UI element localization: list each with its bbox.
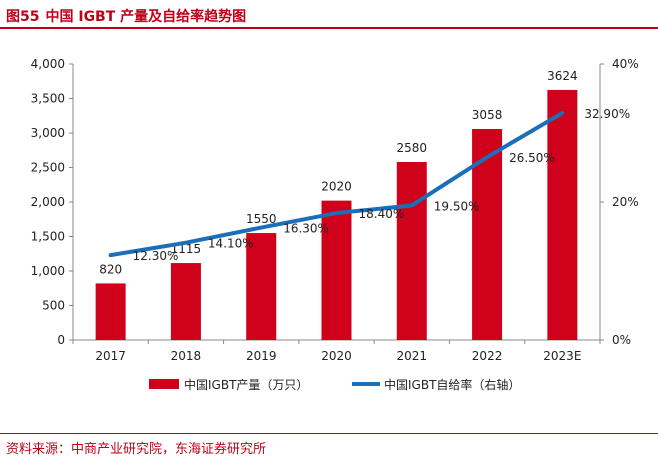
x-tick-label: 2020 [321,349,352,363]
bar [472,128,503,340]
bar [547,89,578,340]
line-point [561,112,563,114]
y-left-tick-label: 500 [42,299,65,313]
x-tick-label: 2019 [246,349,277,363]
y-left-tick-label: 2,000 [31,195,65,209]
x-tick-label: 2022 [472,349,503,363]
bar [396,161,427,340]
line-value-label: 12.30% [133,249,179,263]
x-tick-label: 2023E [543,349,581,363]
bar-value-label: 3624 [547,69,578,83]
y-left-tick-label: 1,000 [31,264,65,278]
line-value-label: 14.10% [208,237,254,251]
bar-value-label: 2020 [321,180,352,194]
bar-value-label: 2580 [397,141,428,155]
line-point [260,227,262,229]
title-divider [0,27,658,29]
figure-title-text: 中国 IGBT 产量及自给率趋势图 [45,9,247,25]
source-divider [0,433,658,434]
y-left-tick-label: 4,000 [31,57,65,71]
x-tick-label: 2021 [397,349,428,363]
legend-bar-label: 中国IGBT产量（万只） [184,377,308,392]
y-left-tick-label: 2,500 [31,161,65,175]
figure-label: 图55 [6,9,40,25]
line-value-label: 32.90% [584,107,630,121]
y-left-tick-label: 3,000 [31,126,65,140]
bar [321,200,352,340]
y-right-tick-label: 0% [612,333,631,347]
y-left-tick-label: 1,500 [31,230,65,244]
line-point [110,254,112,256]
line-value-label: 16.30% [283,222,329,236]
bar [170,263,201,340]
source-note: 资料来源：中商产业研究院，东海证券研究所 [6,442,267,457]
y-right-tick-label: 20% [612,195,639,209]
figure-title: 图55 中国 IGBT 产量及自给率趋势图 [6,6,246,26]
line-value-label: 18.40% [359,207,405,221]
chart: 0 500 1,000 1,500 2,000 2,500 3,000 3,500 4,000 0… [31,57,639,392]
legend-line-label: 中国IGBT自给率（右轴） [384,377,520,392]
legend-bar-swatch [149,379,179,389]
line-point [185,242,187,244]
bar-value-label: 1550 [246,212,277,226]
line-value-label: 26.50% [509,151,555,165]
x-tick-label: 2018 [171,349,202,363]
line-point [486,156,488,158]
bar-value-label: 3058 [472,108,503,122]
x-tick-label: 2017 [95,349,126,363]
y-left-tick-label: 3,500 [31,92,65,106]
y-right-tick-label: 40% [612,57,639,71]
line-value-label: 19.50% [434,199,480,213]
line-point [336,212,337,214]
bar-value-label: 820 [99,262,122,276]
line-point [411,204,413,206]
y-left-tick-label: 0 [57,333,65,347]
bar [246,233,277,340]
bar [95,283,126,340]
